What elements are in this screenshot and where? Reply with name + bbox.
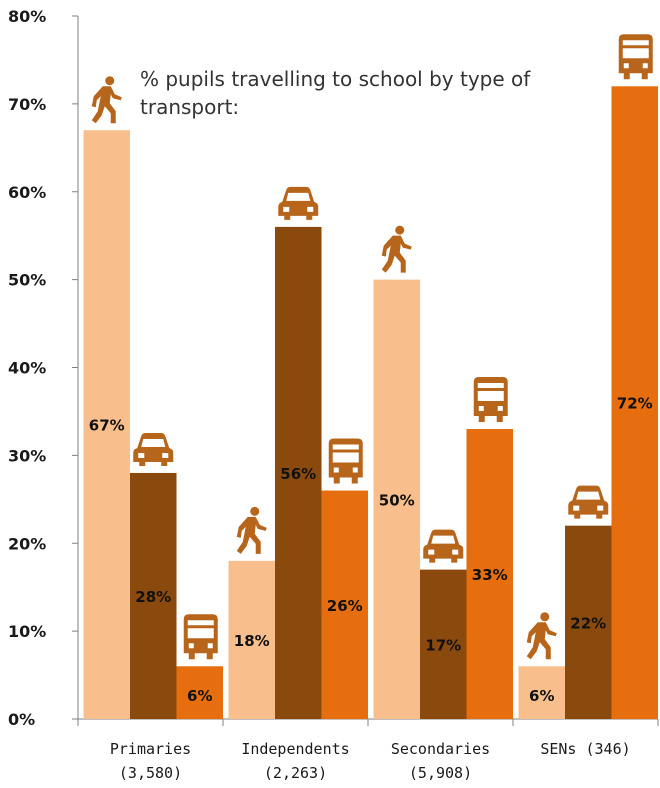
x-tick-label: SENs (346) [540, 740, 630, 758]
y-tick-label: 0% [8, 710, 35, 729]
data-label: 17% [425, 636, 461, 654]
y-tick-label: 70% [8, 95, 46, 114]
bus-icon [473, 377, 508, 423]
data-label: 72% [617, 395, 653, 413]
data-label: 50% [379, 491, 415, 509]
bar [466, 429, 513, 719]
car-icon [423, 529, 464, 563]
bar [130, 472, 177, 719]
walk-icon [91, 76, 122, 124]
bar [373, 279, 420, 719]
data-label: 28% [135, 588, 171, 606]
bar [420, 569, 467, 719]
x-tick-label: Independents (2,263) [241, 740, 349, 782]
y-tick-label: 30% [8, 446, 46, 465]
bar [611, 86, 658, 720]
bars [83, 86, 658, 720]
y-tick-label: 10% [8, 622, 46, 641]
y-tick-label: 50% [8, 271, 46, 290]
bar [176, 666, 223, 719]
y-tick-label: 60% [8, 183, 46, 202]
data-label: 26% [327, 597, 363, 615]
data-label: 67% [89, 417, 125, 435]
bar [565, 525, 612, 719]
car-icon [133, 432, 174, 466]
bus-icon [618, 34, 653, 80]
data-label: 56% [280, 465, 316, 483]
bus-icon [328, 438, 363, 484]
bar [83, 130, 130, 720]
data-label: 6% [187, 687, 212, 705]
walk-icon [381, 225, 412, 273]
axes: 0% 10% 20% 30% 40% 50% 60% 70% 80% Primaries (3,58… [8, 7, 659, 782]
data-label: 33% [472, 566, 508, 584]
bar [275, 226, 322, 719]
y-tick-label: 40% [8, 359, 46, 378]
bus-icon [183, 614, 218, 660]
bar [518, 666, 565, 719]
walk-icon [526, 612, 557, 660]
chart-title: % pupils travelling to school by type of… [140, 67, 531, 119]
car-icon [278, 186, 319, 220]
y-tick-label: 80% [8, 7, 46, 26]
y-tick-label: 20% [8, 534, 46, 553]
bar [321, 490, 368, 719]
bar [228, 560, 275, 719]
data-label: 18% [234, 632, 270, 650]
x-tick-label: Secondaries (5,908) [391, 740, 490, 782]
data-label: 6% [529, 687, 554, 705]
data-label: 22% [570, 614, 606, 632]
x-tick-label: Primaries (3,580) [110, 740, 191, 782]
data-labels: 67% 28% 6% 18% 56% 26% 50% 17% 33% 6% 22% 72% [89, 395, 653, 705]
walk-icon [236, 506, 267, 554]
car-icon [568, 485, 609, 519]
